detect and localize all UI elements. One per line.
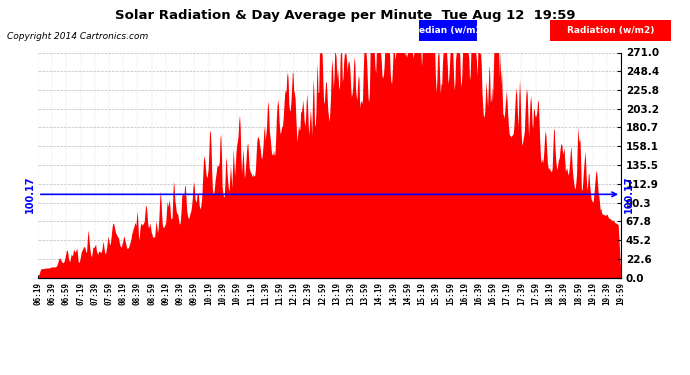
Text: Solar Radiation & Day Average per Minute  Tue Aug 12  19:59: Solar Radiation & Day Average per Minute… — [115, 9, 575, 22]
Text: Median (w/m2): Median (w/m2) — [410, 26, 486, 34]
Text: 100.17: 100.17 — [624, 176, 634, 213]
FancyBboxPatch shape — [551, 20, 671, 40]
Text: Copyright 2014 Cartronics.com: Copyright 2014 Cartronics.com — [7, 32, 148, 41]
Text: Radiation (w/m2): Radiation (w/m2) — [567, 26, 654, 34]
Text: 100.17: 100.17 — [25, 176, 35, 213]
FancyBboxPatch shape — [420, 20, 477, 40]
